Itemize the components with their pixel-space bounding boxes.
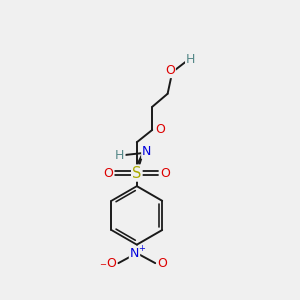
- Text: O: O: [165, 64, 175, 77]
- Text: O: O: [103, 167, 113, 180]
- Text: −: −: [99, 260, 106, 269]
- Text: O: O: [157, 257, 167, 270]
- Text: O: O: [155, 123, 165, 136]
- Text: H: H: [186, 52, 195, 66]
- Text: O: O: [160, 167, 170, 180]
- Text: +: +: [138, 244, 145, 253]
- Text: N: N: [130, 247, 139, 260]
- Text: S: S: [132, 166, 142, 181]
- Text: N: N: [142, 145, 152, 158]
- Text: H: H: [115, 149, 124, 162]
- Text: O: O: [106, 257, 116, 270]
